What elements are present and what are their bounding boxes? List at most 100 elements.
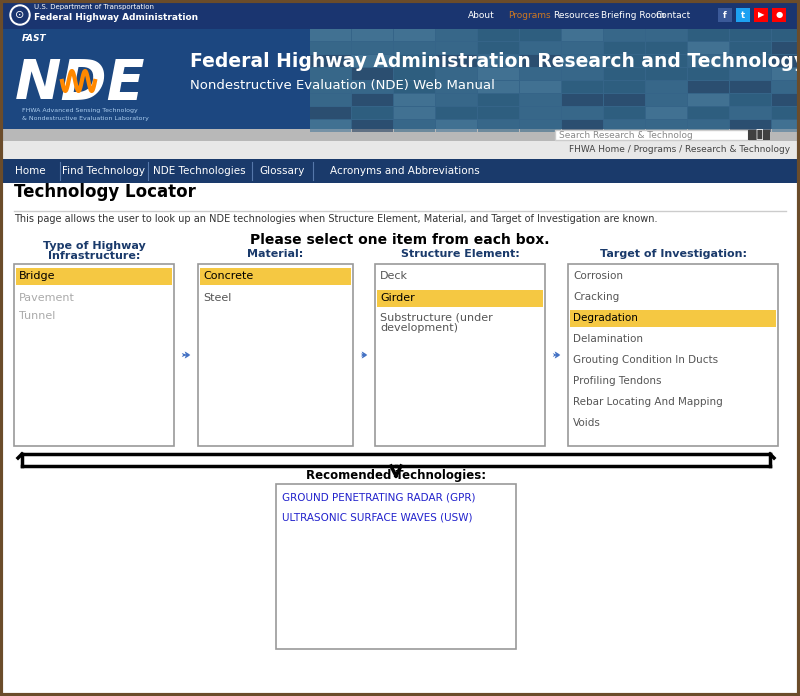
FancyBboxPatch shape: [436, 81, 477, 93]
FancyBboxPatch shape: [772, 81, 800, 93]
FancyBboxPatch shape: [276, 484, 516, 649]
FancyBboxPatch shape: [772, 94, 800, 106]
FancyBboxPatch shape: [394, 68, 435, 80]
FancyBboxPatch shape: [718, 8, 732, 22]
FancyBboxPatch shape: [310, 29, 799, 129]
FancyBboxPatch shape: [730, 107, 771, 119]
Text: Steel: Steel: [203, 293, 231, 303]
Text: Profiling Tendons: Profiling Tendons: [573, 376, 662, 386]
Text: Type of Highway: Type of Highway: [42, 241, 146, 251]
FancyBboxPatch shape: [772, 8, 786, 22]
FancyBboxPatch shape: [352, 94, 393, 106]
FancyBboxPatch shape: [310, 107, 351, 119]
FancyBboxPatch shape: [478, 68, 519, 80]
FancyBboxPatch shape: [436, 120, 477, 132]
FancyBboxPatch shape: [604, 55, 645, 67]
Text: About: About: [468, 10, 494, 19]
Text: Target of Investigation:: Target of Investigation:: [599, 249, 746, 259]
FancyBboxPatch shape: [754, 8, 768, 22]
Text: & Nondestructive Evaluation Laboratory: & Nondestructive Evaluation Laboratory: [22, 116, 149, 121]
FancyBboxPatch shape: [730, 81, 771, 93]
FancyBboxPatch shape: [604, 42, 645, 54]
FancyBboxPatch shape: [310, 94, 351, 106]
Text: ▶: ▶: [758, 10, 764, 19]
Text: Find Technology: Find Technology: [62, 166, 145, 176]
FancyBboxPatch shape: [436, 42, 477, 54]
FancyBboxPatch shape: [310, 42, 351, 54]
Text: Concrete: Concrete: [203, 271, 254, 281]
FancyBboxPatch shape: [562, 42, 603, 54]
Text: Recomended Technologies:: Recomended Technologies:: [306, 468, 486, 482]
FancyBboxPatch shape: [772, 107, 800, 119]
FancyBboxPatch shape: [478, 107, 519, 119]
FancyBboxPatch shape: [352, 68, 393, 80]
FancyBboxPatch shape: [730, 55, 771, 67]
FancyBboxPatch shape: [688, 55, 729, 67]
Text: Contact: Contact: [655, 10, 690, 19]
FancyBboxPatch shape: [772, 42, 800, 54]
FancyBboxPatch shape: [646, 68, 687, 80]
Text: Pavement: Pavement: [19, 293, 75, 303]
FancyBboxPatch shape: [394, 94, 435, 106]
FancyBboxPatch shape: [478, 29, 519, 41]
Text: f: f: [723, 10, 727, 19]
Text: Structure Element:: Structure Element:: [401, 249, 519, 259]
FancyBboxPatch shape: [688, 68, 729, 80]
FancyBboxPatch shape: [352, 55, 393, 67]
FancyBboxPatch shape: [520, 68, 561, 80]
FancyBboxPatch shape: [730, 29, 771, 41]
Text: Infrastructure:: Infrastructure:: [48, 251, 140, 261]
FancyBboxPatch shape: [352, 107, 393, 119]
FancyBboxPatch shape: [730, 120, 771, 132]
Text: NDE Technologies: NDE Technologies: [153, 166, 246, 176]
Text: Corrosion: Corrosion: [573, 271, 623, 281]
FancyBboxPatch shape: [310, 55, 351, 67]
Text: Nondestructive Evaluation (NDE) Web Manual: Nondestructive Evaluation (NDE) Web Manu…: [190, 79, 495, 92]
FancyBboxPatch shape: [730, 68, 771, 80]
Text: ⌕: ⌕: [755, 129, 762, 141]
FancyBboxPatch shape: [436, 55, 477, 67]
Text: Cracking: Cracking: [573, 292, 619, 302]
Text: development): development): [380, 323, 458, 333]
FancyBboxPatch shape: [394, 107, 435, 119]
FancyBboxPatch shape: [646, 42, 687, 54]
Text: Briefing Room: Briefing Room: [601, 10, 665, 19]
FancyBboxPatch shape: [562, 68, 603, 80]
Text: Search Research & Technolog: Search Research & Technolog: [559, 131, 693, 139]
FancyBboxPatch shape: [688, 107, 729, 119]
FancyBboxPatch shape: [772, 29, 800, 41]
FancyBboxPatch shape: [200, 268, 351, 285]
FancyBboxPatch shape: [520, 107, 561, 119]
Text: Glossary: Glossary: [259, 166, 305, 176]
Text: Voids: Voids: [573, 418, 601, 428]
FancyBboxPatch shape: [772, 55, 800, 67]
FancyBboxPatch shape: [1, 1, 799, 29]
FancyBboxPatch shape: [1, 129, 799, 141]
Text: Resources: Resources: [553, 10, 599, 19]
Text: Home: Home: [14, 166, 46, 176]
FancyBboxPatch shape: [646, 107, 687, 119]
FancyBboxPatch shape: [478, 42, 519, 54]
Text: FAST: FAST: [22, 34, 46, 43]
Text: Acronyms and Abbreviations: Acronyms and Abbreviations: [330, 166, 480, 176]
FancyBboxPatch shape: [436, 68, 477, 80]
FancyBboxPatch shape: [478, 55, 519, 67]
Text: Technology Locator: Technology Locator: [14, 183, 196, 201]
FancyBboxPatch shape: [436, 94, 477, 106]
FancyBboxPatch shape: [688, 29, 729, 41]
FancyBboxPatch shape: [352, 120, 393, 132]
FancyBboxPatch shape: [646, 29, 687, 41]
FancyBboxPatch shape: [604, 81, 645, 93]
Text: NDE: NDE: [15, 57, 146, 111]
FancyBboxPatch shape: [562, 120, 603, 132]
Circle shape: [10, 5, 30, 25]
FancyBboxPatch shape: [736, 8, 750, 22]
FancyBboxPatch shape: [562, 81, 603, 93]
FancyBboxPatch shape: [520, 94, 561, 106]
FancyBboxPatch shape: [436, 29, 477, 41]
Text: Tunnel: Tunnel: [19, 311, 55, 321]
FancyBboxPatch shape: [688, 120, 729, 132]
FancyBboxPatch shape: [604, 107, 645, 119]
FancyBboxPatch shape: [646, 120, 687, 132]
Text: Federal Highway Administration Research and Technology: Federal Highway Administration Research …: [190, 52, 800, 71]
